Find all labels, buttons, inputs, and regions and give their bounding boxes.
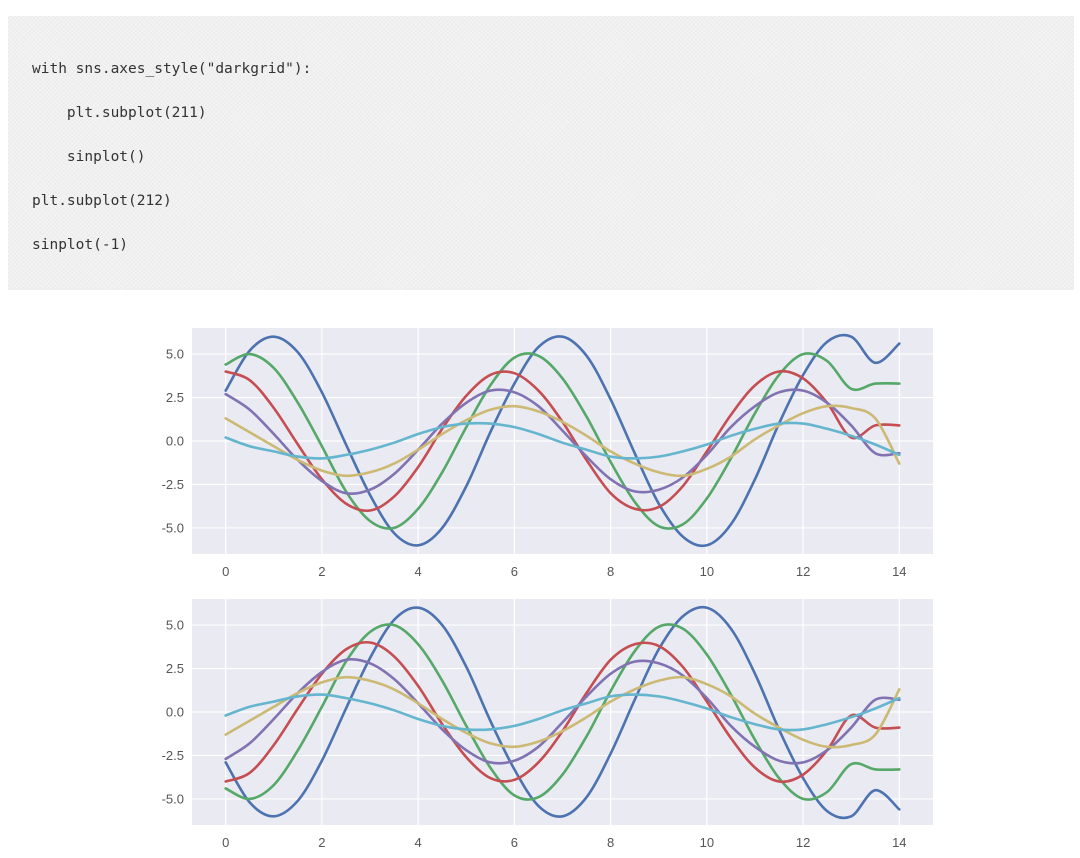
y-tick-label: 5.0 — [166, 347, 184, 362]
x-tick-label: 14 — [892, 564, 906, 579]
y-tick-label: -5.0 — [162, 520, 184, 535]
x-tick-label: 2 — [318, 564, 325, 579]
x-tick-label: 0 — [222, 564, 229, 579]
y-tick-label: 0.0 — [166, 705, 184, 720]
x-tick-label: 10 — [700, 564, 714, 579]
y-tick-label: 5.0 — [166, 618, 184, 633]
x-tick-label: 8 — [607, 564, 614, 579]
x-tick-label: 0 — [222, 835, 229, 850]
series-line-2 — [224, 623, 901, 801]
code-line-2: plt.subplot(211) — [32, 105, 207, 121]
y-tick-label: -2.5 — [162, 748, 184, 763]
x-tick-label: 14 — [892, 835, 906, 850]
y-tick-label: -2.5 — [162, 477, 184, 492]
x-tick-label: 2 — [318, 835, 325, 850]
x-tick-label: 6 — [511, 564, 518, 579]
y-tick-label: -5.0 — [162, 791, 184, 806]
series-line-6 — [224, 693, 901, 732]
code-line-5: sinplot(-1) — [32, 237, 129, 253]
code-line-4: plt.subplot(212) — [32, 193, 172, 209]
y-tick-label: 2.5 — [166, 661, 184, 676]
series-line-5 — [224, 675, 901, 749]
code-block: with sns.axes_style("darkgrid"): plt.sub… — [8, 16, 1074, 290]
series-line-4 — [224, 388, 901, 495]
x-tick-label: 6 — [511, 835, 518, 850]
code-line-3: sinplot() — [32, 149, 146, 165]
x-tick-label: 8 — [607, 835, 614, 850]
y-tick-label: 0.0 — [166, 434, 184, 449]
x-tick-label: 4 — [415, 564, 422, 579]
code-line-1: with sns.axes_style("darkgrid"): — [32, 61, 312, 77]
series-line-1 — [224, 333, 901, 548]
series-line-5 — [224, 404, 901, 478]
series-line-6 — [224, 421, 901, 460]
x-tick-label: 4 — [415, 835, 422, 850]
subplot-1: 0 2 4 6 8 10 12 14 5.0 2.5 0.0 -2.5 -5.0 — [162, 328, 933, 579]
x-tick-label: 12 — [796, 564, 810, 579]
subplot-2: 0 2 4 6 8 10 12 14 5.0 2.5 0.0 -2.5 -5.0 — [162, 599, 933, 850]
x-tick-label: 10 — [700, 835, 714, 850]
x-tick-label: 12 — [796, 835, 810, 850]
series-line-4 — [224, 658, 901, 765]
y-tick-label: 2.5 — [166, 390, 184, 405]
series-line-2 — [224, 352, 901, 530]
series-line-1 — [224, 605, 901, 820]
